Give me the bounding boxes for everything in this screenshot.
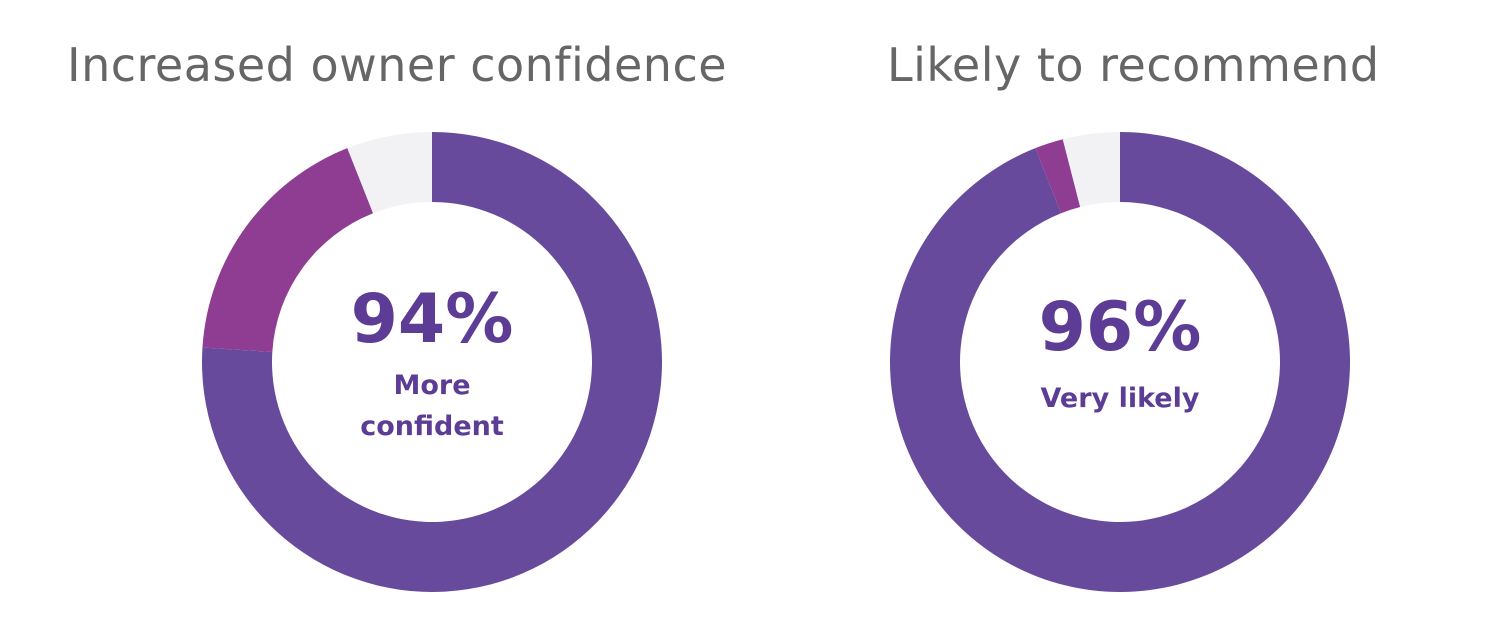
donut-1-slice-0 bbox=[889, 132, 1350, 592]
donut-0-slice-2 bbox=[347, 132, 432, 214]
donut-0-center-label-1: confident bbox=[360, 411, 504, 442]
chart-title-likely-to-recommend: Likely to recommend bbox=[887, 38, 1380, 92]
donut-0-center-label-0: More bbox=[393, 370, 470, 401]
donut-0-slice-0 bbox=[202, 132, 662, 592]
donut-1-center-value: 96% bbox=[1039, 288, 1202, 367]
donut-1-center-label-0: Very likely bbox=[1041, 383, 1200, 414]
chart-title-owner-confidence: Increased owner confidence bbox=[67, 38, 728, 92]
donut-1-slice-1 bbox=[1035, 139, 1081, 214]
donut-0-center-value: 94% bbox=[351, 280, 514, 359]
donut-1-slice-2 bbox=[1062, 132, 1120, 208]
donut-0-slice-1 bbox=[202, 148, 374, 352]
